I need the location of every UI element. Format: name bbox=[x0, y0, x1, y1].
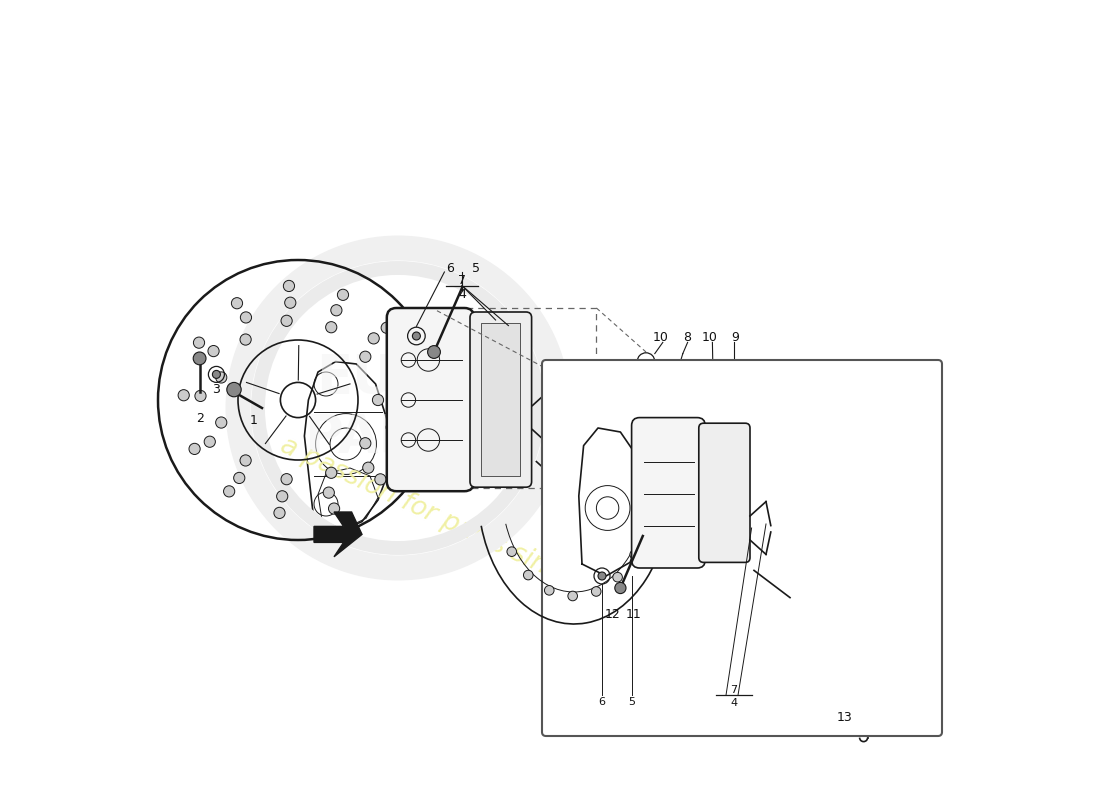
Circle shape bbox=[363, 462, 374, 474]
Circle shape bbox=[386, 422, 397, 433]
Circle shape bbox=[194, 337, 205, 348]
Text: 12: 12 bbox=[605, 608, 620, 621]
Circle shape bbox=[205, 436, 216, 447]
Circle shape bbox=[368, 333, 379, 344]
Circle shape bbox=[524, 570, 534, 580]
Circle shape bbox=[227, 382, 241, 397]
Circle shape bbox=[381, 322, 393, 334]
Circle shape bbox=[360, 438, 371, 449]
Circle shape bbox=[276, 490, 288, 502]
FancyBboxPatch shape bbox=[698, 423, 750, 562]
Circle shape bbox=[178, 390, 189, 401]
Circle shape bbox=[208, 346, 219, 357]
Text: 10: 10 bbox=[702, 331, 718, 344]
Circle shape bbox=[284, 280, 295, 291]
Text: 1: 1 bbox=[250, 414, 257, 426]
Circle shape bbox=[403, 426, 414, 438]
FancyBboxPatch shape bbox=[470, 312, 531, 487]
Circle shape bbox=[412, 332, 420, 340]
Text: 5: 5 bbox=[628, 697, 635, 706]
FancyBboxPatch shape bbox=[542, 360, 942, 736]
Circle shape bbox=[285, 297, 296, 308]
Circle shape bbox=[231, 298, 243, 309]
Text: 7: 7 bbox=[458, 274, 466, 286]
Text: 3: 3 bbox=[212, 383, 220, 396]
Circle shape bbox=[189, 443, 200, 454]
Text: 5: 5 bbox=[472, 262, 481, 274]
Circle shape bbox=[216, 417, 227, 428]
Circle shape bbox=[507, 547, 517, 557]
Text: 8: 8 bbox=[683, 331, 692, 344]
Circle shape bbox=[212, 370, 220, 378]
Text: 9: 9 bbox=[732, 331, 739, 344]
Text: 2: 2 bbox=[196, 412, 204, 425]
Circle shape bbox=[568, 591, 578, 601]
FancyBboxPatch shape bbox=[631, 418, 705, 568]
Circle shape bbox=[240, 334, 251, 345]
Circle shape bbox=[338, 290, 349, 301]
Circle shape bbox=[326, 467, 337, 478]
FancyBboxPatch shape bbox=[852, 680, 883, 733]
Text: 11: 11 bbox=[626, 608, 642, 621]
Circle shape bbox=[373, 394, 384, 406]
Circle shape bbox=[615, 582, 626, 594]
Text: 10: 10 bbox=[652, 331, 669, 344]
Polygon shape bbox=[314, 512, 362, 557]
Circle shape bbox=[613, 572, 623, 582]
Text: 4: 4 bbox=[730, 698, 738, 708]
Circle shape bbox=[280, 315, 293, 326]
Circle shape bbox=[216, 372, 227, 383]
Circle shape bbox=[195, 390, 206, 402]
Text: 13: 13 bbox=[836, 711, 852, 724]
Text: 4: 4 bbox=[458, 288, 466, 301]
Circle shape bbox=[428, 346, 440, 358]
Circle shape bbox=[592, 586, 601, 596]
Circle shape bbox=[274, 507, 285, 518]
Text: 6: 6 bbox=[447, 262, 454, 274]
Circle shape bbox=[329, 503, 340, 514]
Circle shape bbox=[326, 322, 337, 333]
Text: a passion for parts since 1985: a passion for parts since 1985 bbox=[276, 432, 648, 624]
Circle shape bbox=[223, 486, 234, 497]
Circle shape bbox=[331, 305, 342, 316]
Text: 6: 6 bbox=[598, 697, 605, 706]
Circle shape bbox=[544, 586, 554, 595]
Circle shape bbox=[323, 487, 334, 498]
Circle shape bbox=[233, 472, 245, 483]
Bar bbox=[481, 323, 520, 476]
Circle shape bbox=[280, 474, 293, 485]
FancyBboxPatch shape bbox=[387, 308, 474, 491]
Circle shape bbox=[360, 351, 371, 362]
Circle shape bbox=[240, 455, 251, 466]
Circle shape bbox=[388, 375, 399, 386]
Circle shape bbox=[405, 372, 416, 383]
Circle shape bbox=[194, 352, 206, 365]
Text: 7: 7 bbox=[730, 686, 738, 695]
Circle shape bbox=[630, 550, 639, 559]
Circle shape bbox=[375, 474, 386, 485]
Circle shape bbox=[598, 572, 606, 580]
Circle shape bbox=[241, 312, 252, 323]
Text: EURO
PARTS: EURO PARTS bbox=[305, 352, 492, 464]
